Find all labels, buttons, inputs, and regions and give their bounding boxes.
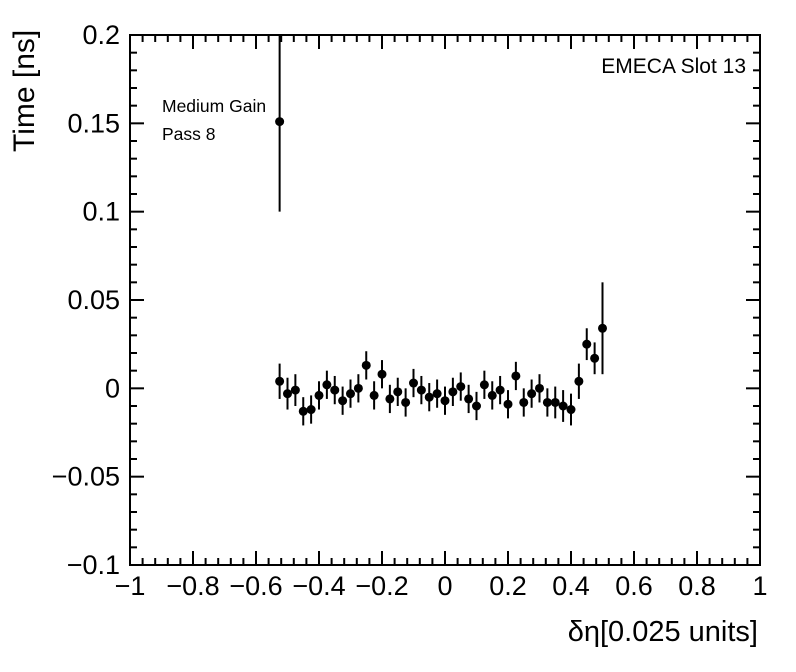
data-point — [598, 323, 607, 333]
y-tick-label: 0 — [105, 373, 120, 403]
data-point — [495, 385, 505, 395]
y-tick-label: −0.1 — [67, 550, 120, 580]
data-point — [487, 390, 497, 400]
data-point — [346, 389, 355, 399]
data-point — [283, 389, 292, 399]
data-point — [550, 397, 560, 407]
data-point — [314, 390, 324, 400]
data-point — [424, 392, 434, 402]
data-point — [511, 371, 521, 381]
data-point — [472, 401, 481, 411]
data-point — [558, 401, 568, 411]
data-point — [361, 360, 371, 370]
data-point — [582, 339, 592, 349]
x-tick-label: 0.6 — [615, 571, 653, 601]
plot-frame — [129, 34, 761, 566]
data-point — [527, 389, 537, 399]
x-tick-label: 0.2 — [489, 571, 527, 601]
data-point — [542, 397, 552, 407]
y-tick-label: 0.05 — [67, 285, 120, 315]
y-tick-label: 0.15 — [67, 108, 120, 138]
data-point — [448, 387, 458, 397]
gain-annotation: Medium Gain Pass 8 — [162, 92, 266, 148]
data-point — [377, 369, 387, 379]
x-tick-label: −0.4 — [292, 571, 345, 601]
data-point — [456, 382, 466, 392]
data-point — [574, 376, 584, 386]
data-point — [393, 387, 403, 397]
data-point — [298, 406, 308, 416]
slot-annotation: EMECA Slot 13 — [601, 55, 746, 78]
data-point — [503, 399, 513, 409]
data-point — [566, 405, 576, 415]
x-tick-label: −1 — [115, 571, 146, 601]
gain-annotation-line2: Pass 8 — [162, 124, 216, 144]
data-point — [409, 378, 418, 388]
data-point — [338, 396, 348, 406]
data-point — [275, 117, 285, 127]
y-tick-label: 0.2 — [82, 20, 120, 50]
x-tick-label: −0.2 — [355, 571, 408, 601]
gain-annotation-line1: Medium Gain — [162, 96, 267, 116]
x-tick-label: 0 — [437, 571, 452, 601]
data-point — [369, 390, 379, 400]
data-point — [519, 397, 529, 407]
data-point — [401, 397, 411, 407]
data-point — [290, 385, 300, 395]
data-point — [306, 405, 316, 415]
data-point — [479, 380, 489, 390]
y-tick-label: −0.05 — [52, 462, 120, 492]
x-tick-label: 0.4 — [552, 571, 590, 601]
data-point — [432, 389, 442, 399]
x-tick-label: 1 — [752, 571, 767, 601]
data-point — [535, 383, 544, 393]
data-point — [275, 376, 285, 386]
data-point — [330, 385, 340, 395]
data-point — [322, 380, 332, 390]
y-axis-title: Time [ns] — [8, 29, 41, 152]
x-axis-title: δη[0.025 units] — [567, 616, 758, 648]
data-point — [385, 394, 395, 404]
data-point — [353, 383, 363, 393]
x-tick-label: −0.6 — [229, 571, 282, 601]
data-point — [590, 353, 600, 363]
data-point — [464, 394, 474, 404]
y-tick-label: 0.1 — [82, 197, 120, 227]
x-tick-label: 0.8 — [678, 571, 716, 601]
data-point — [416, 385, 426, 395]
data-point — [440, 396, 450, 406]
x-tick-label: −0.8 — [166, 571, 219, 601]
